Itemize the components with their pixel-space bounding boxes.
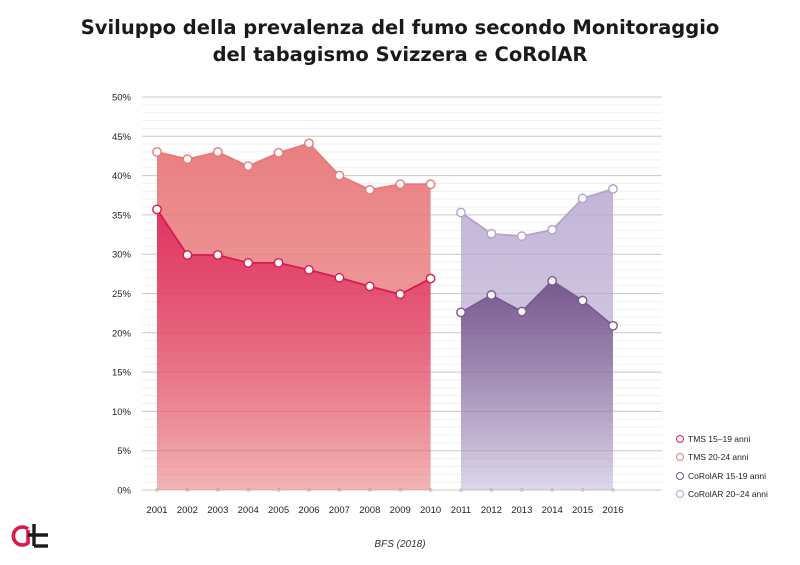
y-tick-label: 50% [112,93,132,104]
legend-label: TMS 15–19 anni [688,434,751,445]
data-point [425,179,436,190]
x-tick-label: 2016 [602,505,623,516]
data-point [334,170,345,181]
data-point [395,289,406,300]
x-tick-label: 2002 [177,505,198,516]
data-point [425,273,436,284]
data-point [486,228,497,239]
data-point [152,147,162,157]
data-point [304,265,314,275]
data-point [152,204,162,215]
legend-marker-icon [676,490,684,499]
data-point [516,306,527,317]
y-tick-label: 30% [112,250,132,261]
x-tick-label: 2005 [268,505,289,516]
y-tick-label: 10% [112,407,132,418]
x-tick-label: 2012 [481,505,502,516]
y-tick-label: 45% [112,132,132,143]
data-point [577,193,588,204]
legend-label: CoRolAR 15-19 anni [688,470,766,481]
legend-label: CoRolAR 20–24 anni [688,489,768,500]
series-area [157,209,431,490]
x-tick-label: 2003 [207,505,228,516]
x-tick-label: 2009 [390,505,411,516]
legend-item: TMS 20-24 anni [676,448,768,466]
data-point [456,307,466,318]
x-tick-label: 2004 [238,505,259,516]
legend-item: CoRolAR 15-19 anni [676,467,768,485]
data-point [182,154,193,164]
x-tick-label: 2011 [451,505,471,516]
data-point [608,184,618,194]
y-tick-label: 25% [112,289,132,300]
data-point [334,272,345,283]
data-point [608,320,618,331]
x-tick-label: 2001 [146,505,167,516]
chart-title: Sviluppo della prevalenza del fumo secon… [0,14,800,68]
data-point [395,179,406,190]
series-line [156,142,431,191]
y-tick-label: 35% [112,210,132,221]
legend-marker-icon [676,453,684,462]
data-point [516,231,527,242]
y-tick-label: 15% [112,368,132,379]
data-point [304,138,314,149]
data-point [243,257,254,268]
data-point [273,257,284,268]
x-tick-label: 2008 [359,505,380,516]
data-point [547,224,558,235]
x-tick-label: 2014 [542,505,563,516]
data-point [486,290,497,300]
y-tick-label: 0% [117,486,131,497]
y-tick-label: 40% [112,171,132,182]
x-tick-label: 2007 [329,505,350,516]
data-point [212,147,223,157]
x-tick-label: 2010 [420,505,441,516]
y-tick-label: 20% [112,328,132,339]
x-tick-label: 2015 [572,505,593,516]
data-point [273,147,284,158]
data-point [577,295,588,306]
y-tick-label: 5% [117,446,131,457]
chart-title-line1: Sviluppo della prevalenza del fumo secon… [80,16,720,39]
data-point [243,161,254,172]
series-line [460,188,614,238]
data-point [364,281,375,292]
x-tick-label: 2013 [511,505,532,516]
series-line [460,279,614,327]
data-point [182,250,193,260]
data-point [547,276,558,286]
data-point [364,184,375,195]
data-point [456,207,466,218]
brand-logo [11,524,48,548]
legend-item: CoRolAR 20–24 anni [676,485,768,503]
legend-item: TMS 15–19 anni [676,430,768,448]
series-line [156,208,432,296]
legend-marker-icon [676,435,684,444]
series-area [461,280,613,490]
source-note: BFS (2018) [374,539,426,550]
chart-legend: TMS 15–19 anni TMS 20-24 anni CoRolAR 15-1… [676,430,768,503]
x-tick-label: 2006 [298,505,319,516]
legend-label: TMS 20-24 anni [688,452,749,463]
data-point [212,250,223,260]
legend-marker-icon [676,471,684,480]
chart-title-line2: del tabagismo Svizzera e CoRolAR [212,43,588,66]
